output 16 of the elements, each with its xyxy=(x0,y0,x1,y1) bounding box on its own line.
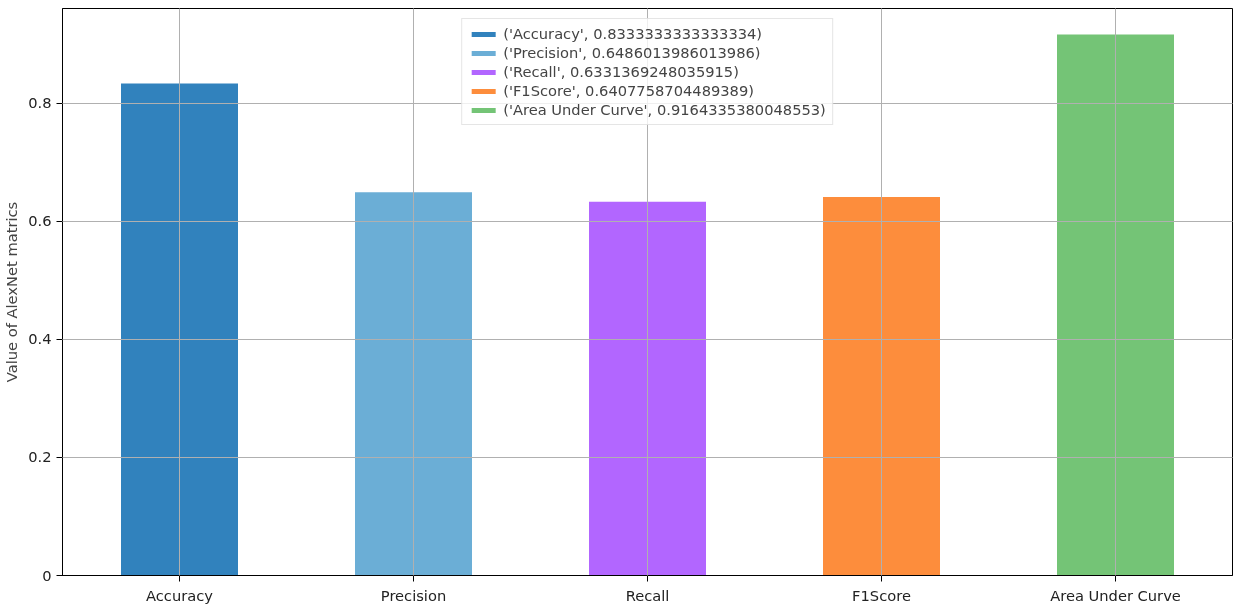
y-tick-label: 0.2 xyxy=(28,448,52,466)
legend-label: ('Area Under Curve', 0.9164335380048553) xyxy=(503,101,826,118)
legend-label: ('Accuracy', 0.8333333333333334) xyxy=(503,25,763,42)
y-tick-label: 0.4 xyxy=(28,330,52,348)
legend-label: ('F1Score', 0.6407758704489389) xyxy=(503,82,754,99)
legend-label: ('Precision', 0.6486013986013986) xyxy=(503,44,761,61)
x-tick-label: Area Under Curve xyxy=(1050,586,1181,604)
x-tick-label: Recall xyxy=(625,586,670,604)
y-tick-label: 0.8 xyxy=(28,94,52,111)
x-tick-label: Accuracy xyxy=(146,586,214,604)
x-tick-label: F1Score xyxy=(852,586,911,604)
legend-label: ('Recall', 0.6331369248035915) xyxy=(503,63,739,80)
y-tick-label: 0 xyxy=(42,566,52,584)
y-axis-title: Value of AlexNet matrics xyxy=(3,201,21,383)
y-tick-label: 0.6 xyxy=(28,212,52,230)
x-tick-label: Precision xyxy=(380,586,447,604)
